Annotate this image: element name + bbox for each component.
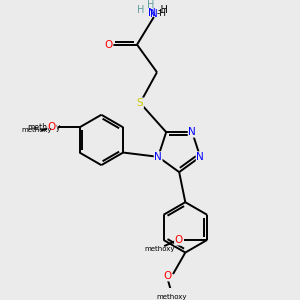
Text: O: O [163, 271, 171, 281]
Text: N: N [188, 127, 196, 137]
Text: N: N [154, 152, 162, 162]
Text: O: O [49, 122, 56, 132]
Text: N: N [150, 9, 158, 19]
Text: N: N [196, 152, 204, 162]
Text: O: O [175, 235, 183, 245]
Text: O: O [48, 122, 56, 132]
Text: S: S [137, 98, 143, 108]
Text: -H: -H [158, 5, 169, 15]
Text: -H: -H [157, 9, 166, 18]
Text: methoxy: methoxy [144, 246, 175, 252]
Text: H: H [137, 5, 145, 15]
Text: methoxy: methoxy [157, 294, 188, 300]
Text: methoxy: methoxy [21, 128, 52, 134]
Text: methoxy: methoxy [28, 123, 61, 132]
Text: H: H [147, 0, 154, 10]
Text: N: N [148, 8, 156, 18]
Text: O: O [105, 40, 113, 50]
